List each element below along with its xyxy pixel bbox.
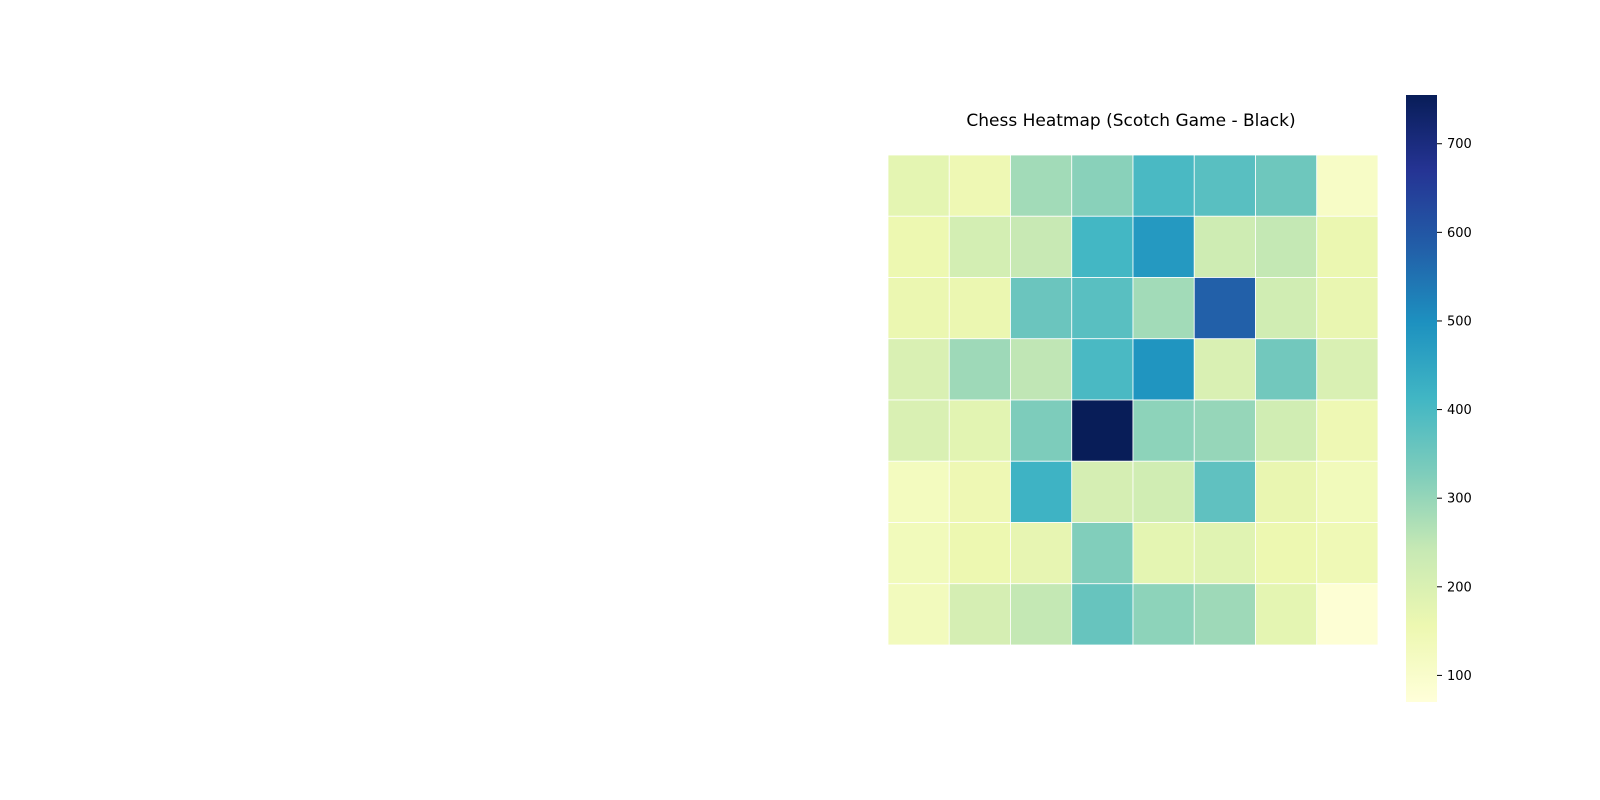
colorbar-tick-label: 300: [1447, 492, 1472, 507]
heatmap-cell-r7-c1: [948, 583, 1011, 646]
heatmap-cell-r2-c3: [1071, 277, 1134, 340]
heatmap-cell-r4-c5: [1193, 399, 1256, 462]
heatmap-cell-r7-c4: [1132, 583, 1195, 646]
heatmap-cell-r3-c0: [887, 338, 950, 401]
heatmap-cell-r5-c5: [1193, 460, 1256, 523]
heatmap-cell-r5-c4: [1132, 460, 1195, 523]
heatmap-cell-r3-c2: [1010, 338, 1073, 401]
heatmap-cell-r3-c5: [1193, 338, 1256, 401]
heatmap-cell-r0-c6: [1255, 154, 1318, 217]
heatmap-cell-r5-c6: [1255, 460, 1318, 523]
heatmap-cell-r0-c2: [1010, 154, 1073, 217]
colorbar-tick-label: 700: [1447, 137, 1472, 152]
heatmap-cell-r4-c4: [1132, 399, 1195, 462]
heatmap-cell-r0-c3: [1071, 154, 1134, 217]
heatmap-cell-r3-c1: [948, 338, 1011, 401]
heatmap-cell-r7-c5: [1193, 583, 1256, 646]
heatmap-cell-r2-c1: [948, 277, 1011, 340]
heatmap-cell-r4-c6: [1255, 399, 1318, 462]
heatmap-cell-r3-c4: [1132, 338, 1195, 401]
heatmap-cell-r6-c7: [1316, 522, 1379, 585]
heatmap-cell-r7-c6: [1255, 583, 1318, 646]
heatmap-cell-r1-c1: [948, 215, 1011, 278]
heatmap-cell-r1-c7: [1316, 215, 1379, 278]
heatmap-cell-r2-c4: [1132, 277, 1195, 340]
heatmap-cell-r7-c7: [1316, 583, 1379, 646]
heatmap-cell-r7-c2: [1010, 583, 1073, 646]
heatmap-cell-r5-c2: [1010, 460, 1073, 523]
heatmap-cell-r4-c7: [1316, 399, 1379, 462]
heatmap-grid: [887, 154, 1379, 646]
heatmap-cell-r6-c4: [1132, 522, 1195, 585]
heatmap-cell-r5-c3: [1071, 460, 1134, 523]
heatmap-cell-r4-c1: [948, 399, 1011, 462]
heatmap-cell-r6-c6: [1255, 522, 1318, 585]
heatmap-cell-r3-c6: [1255, 338, 1318, 401]
heatmap-cell-r2-c5: [1193, 277, 1256, 340]
heatmap-cell-r6-c0: [887, 522, 950, 585]
heatmap-cell-r2-c7: [1316, 277, 1379, 340]
heatmap-cell-r6-c1: [948, 522, 1011, 585]
heatmap-cell-r6-c2: [1010, 522, 1073, 585]
colorbar-tick-label: 100: [1447, 669, 1472, 684]
heatmap-cell-r1-c4: [1132, 215, 1195, 278]
heatmap-cell-r1-c2: [1010, 215, 1073, 278]
heatmap-cell-r4-c2: [1010, 399, 1073, 462]
heatmap-cell-r7-c0: [887, 583, 950, 646]
heatmap-cell-r4-c0: [887, 399, 950, 462]
heatmap-cell-r3-c3: [1071, 338, 1134, 401]
colorbar-ticks: 100 200 300 400 500 600 700: [1437, 137, 1472, 684]
heatmap-cell-r1-c0: [887, 215, 950, 278]
chart-title: Chess Heatmap (Scotch Game - Black): [966, 111, 1295, 131]
heatmap-cell-r3-c7: [1316, 338, 1379, 401]
heatmap-cell-r2-c0: [887, 277, 950, 340]
heatmap-cell-r0-c0: [887, 154, 950, 217]
heatmap-cell-r2-c6: [1255, 277, 1318, 340]
colorbar-tick-label: 500: [1447, 314, 1472, 329]
heatmap-cell-r5-c1: [948, 460, 1011, 523]
heatmap-cell-r1-c6: [1255, 215, 1318, 278]
colorbar: [1406, 95, 1437, 702]
heatmap-cell-r6-c3: [1071, 522, 1134, 585]
heatmap-cell-r1-c3: [1071, 215, 1134, 278]
colorbar-tick-label: 400: [1447, 403, 1472, 418]
heatmap-cell-r0-c5: [1193, 154, 1256, 217]
heatmap-cell-r0-c1: [948, 154, 1011, 217]
heatmap-cell-r0-c4: [1132, 154, 1195, 217]
colorbar-tick-label: 600: [1447, 226, 1472, 241]
heatmap-cell-r5-c0: [887, 460, 950, 523]
heatmap-cell-r7-c3: [1071, 583, 1134, 646]
colorbar-tick-label: 200: [1447, 580, 1472, 595]
heatmap-cell-r6-c5: [1193, 522, 1256, 585]
heatmap-cell-r1-c5: [1193, 215, 1256, 278]
heatmap-cell-r2-c2: [1010, 277, 1073, 340]
heatmap-cell-r0-c7: [1316, 154, 1379, 217]
heatmap-cell-r4-c3: [1071, 399, 1134, 462]
heatmap-cell-r5-c7: [1316, 460, 1379, 523]
